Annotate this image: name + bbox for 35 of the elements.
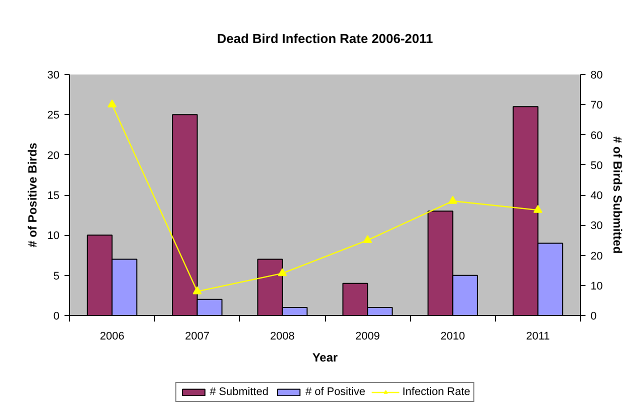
y2-tick-label: 70	[590, 100, 603, 112]
point	[192, 286, 202, 294]
y2-tick-label: 20	[590, 250, 603, 262]
x-tick-label: 2007	[185, 330, 210, 342]
x-tick-label: 2011	[526, 330, 550, 342]
y-tick-label: 25	[47, 110, 60, 122]
x-axis-title: Year	[312, 350, 338, 364]
y2-tick-label: 80	[590, 70, 603, 82]
y2-tick-label: 40	[590, 190, 603, 202]
x-tick-label: 2006	[100, 330, 124, 342]
y2-tick-label: 60	[590, 130, 603, 142]
legend-label: Infection Rate	[402, 386, 470, 398]
chart-title: Dead Bird Infection Rate 2006-2011	[216, 31, 434, 46]
point	[278, 268, 287, 276]
x-tick-label: 2010	[440, 330, 465, 342]
y2-tick-label: 10	[590, 280, 603, 292]
y-tick-label: 0	[53, 310, 60, 322]
y-tick-label: 20	[47, 150, 60, 162]
y-tick-label: 5	[53, 270, 60, 282]
y-tick-label: 15	[47, 190, 60, 202]
point	[363, 235, 372, 243]
point	[533, 204, 542, 213]
y2-axis-title: # of Birds Submitted	[610, 136, 625, 254]
y-tick-label: 10	[47, 230, 60, 242]
x-tick-label: 2009	[355, 330, 380, 342]
y-tick-label: 30	[47, 70, 60, 82]
point	[108, 100, 117, 108]
y-axis-title: # of Positive Birds	[25, 142, 40, 248]
x-tick-label: 2008	[270, 330, 295, 342]
point	[448, 196, 458, 204]
legend-label: # Submitted	[210, 386, 268, 398]
y2-tick-label: 50	[590, 160, 603, 172]
y2-tick-label: 30	[590, 220, 603, 232]
y2-tick-label: 0	[590, 310, 597, 322]
legend-label: # of Positive	[305, 386, 366, 398]
